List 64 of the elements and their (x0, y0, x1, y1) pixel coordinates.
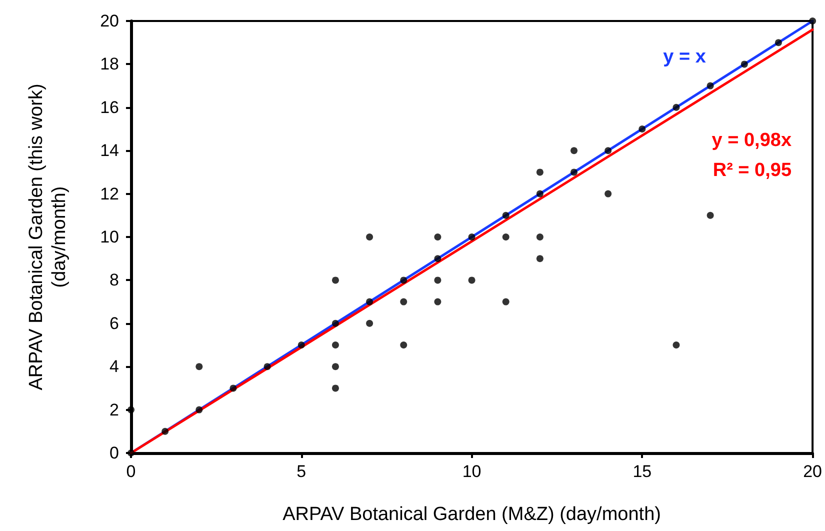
point (298, 342, 305, 348)
point (162, 428, 169, 435)
point (706, 82, 714, 90)
y-tick-label: 16 (100, 98, 119, 117)
point (774, 39, 782, 46)
y-tick-label: 10 (100, 228, 119, 246)
point (434, 234, 442, 240)
point (400, 276, 408, 284)
point (672, 104, 680, 111)
point (400, 342, 408, 348)
point (196, 363, 203, 370)
point (332, 384, 339, 392)
point (536, 255, 544, 262)
point (400, 298, 408, 306)
y-axis-title: ARPAV Botanical Garden (this work) (day/month) (26, 84, 70, 390)
series-label: y = x (663, 46, 706, 68)
x-tick-label: 10 (462, 462, 482, 481)
annotation: R² = 0,95 (712, 160, 792, 182)
point (332, 276, 339, 284)
point (502, 298, 510, 306)
point (332, 363, 339, 370)
point (128, 406, 134, 414)
point (230, 384, 237, 392)
point (366, 298, 374, 306)
point (570, 168, 578, 176)
x-tick-label: 15 (632, 462, 652, 481)
point (434, 298, 442, 306)
point (468, 234, 476, 240)
point (638, 126, 646, 132)
y-tick-label: 2 (110, 400, 119, 420)
y-tick-label: 6 (110, 314, 119, 333)
point (366, 234, 374, 240)
y-tick-label: 12 (100, 184, 119, 204)
point (536, 234, 544, 240)
point (502, 234, 510, 240)
point (672, 342, 680, 348)
point (570, 147, 578, 154)
point (536, 190, 544, 198)
point (196, 406, 203, 414)
x-tick-label: 20 (803, 462, 822, 481)
point (536, 168, 544, 176)
point (604, 147, 612, 154)
x-axis-title: ARPAV Botanical Garden (M&Z) (day/month) (282, 504, 661, 525)
x-tick-label: 0 (126, 462, 136, 481)
y-tick-label: 18 (100, 54, 119, 74)
point (706, 212, 714, 219)
point (434, 276, 442, 284)
point (809, 18, 816, 24)
y-tick-label: 4 (110, 357, 119, 376)
point (366, 320, 374, 327)
point (604, 190, 612, 198)
point (264, 363, 271, 370)
point (434, 255, 442, 262)
point (502, 212, 510, 219)
y-tick-label: 20 (100, 12, 119, 30)
point (740, 60, 748, 68)
y-tick-label: 0 (110, 444, 119, 462)
point (468, 276, 476, 284)
point (332, 342, 339, 348)
y-tick-label: 14 (100, 141, 119, 160)
series-label: y = 0,98x (712, 130, 792, 152)
y-tick-label: 8 (110, 270, 119, 290)
point (332, 320, 339, 327)
x-tick-label: 5 (296, 462, 306, 481)
